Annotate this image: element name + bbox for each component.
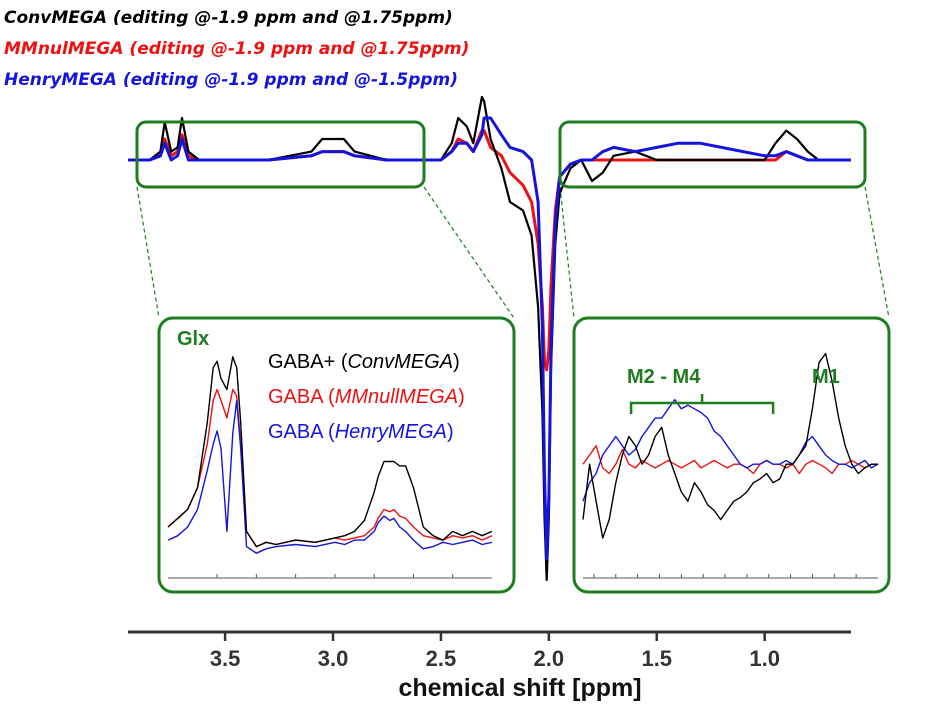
gaba-conv-label: GABA+ (ConvMEGA) bbox=[268, 351, 460, 373]
inset-series-henry bbox=[167, 399, 493, 554]
left-inset-frame bbox=[157, 316, 516, 594]
legend-convmega: ConvMEGA (editing @-1.9 ppm and @1.75ppm… bbox=[4, 8, 453, 28]
m2-m4-bracket bbox=[629, 394, 775, 414]
series-line-convmega bbox=[128, 95, 851, 582]
x-axis-title: chemical shift [ppm] bbox=[398, 674, 641, 702]
gaba-henry-prefix: GABA ( bbox=[268, 421, 335, 443]
gaba-henry-label: GABA (HenryMEGA) bbox=[268, 421, 454, 443]
right-inset-frame bbox=[572, 316, 891, 594]
x-tick-label: 1.0 bbox=[749, 646, 780, 671]
gaba-conv-name: ConvMEGA bbox=[347, 351, 453, 373]
x-tick-label: 3.5 bbox=[210, 646, 241, 671]
x-tick-label: 3.0 bbox=[318, 646, 349, 671]
right-inset-plot bbox=[582, 352, 879, 579]
m1-label: M1 bbox=[812, 366, 840, 388]
gaba-mmnull-prefix: GABA ( bbox=[268, 386, 335, 408]
zoom-connector-line bbox=[559, 186, 575, 319]
gaba-mmnull-name: MMnullMEGA bbox=[335, 386, 458, 408]
inset-series-henry bbox=[582, 398, 879, 502]
zoom-connector-line bbox=[423, 186, 515, 319]
inset-series-mmnull bbox=[167, 388, 493, 548]
main-spectrum-series bbox=[128, 95, 851, 582]
gaba-mmnull-close: ) bbox=[458, 386, 465, 408]
x-tick-label: 2.0 bbox=[534, 646, 565, 671]
inset-series-mmnull bbox=[582, 445, 878, 475]
gaba-henry-close: ) bbox=[447, 421, 454, 443]
upper-left-zoom-frame bbox=[135, 120, 426, 189]
upper-right-zoom-frame bbox=[558, 120, 867, 189]
gaba-conv-close: ) bbox=[453, 351, 460, 373]
inset-series-conv bbox=[582, 352, 878, 539]
zoom-connector-line bbox=[864, 186, 890, 319]
zoom-connector-lines bbox=[136, 186, 890, 319]
m2-m4-label: M2 - M4 bbox=[627, 366, 701, 388]
x-tick-label: 1.5 bbox=[641, 646, 672, 671]
glx-label: Glx bbox=[177, 328, 209, 350]
zoom-connector-line bbox=[136, 186, 160, 319]
legend-mmnulmega: MMnulMEGA (editing @-1.9 ppm and @1.75pp… bbox=[4, 39, 470, 59]
legend-henrymega: HenryMEGA (editing @-1.9 ppm and @-1.5pp… bbox=[4, 70, 459, 90]
left-inset-plot bbox=[167, 356, 493, 579]
gaba-henry-name: HenryMEGA bbox=[335, 421, 447, 443]
x-tick-label: 2.5 bbox=[426, 646, 457, 671]
gaba-mmnull-label: GABA (MMnullMEGA) bbox=[268, 386, 465, 408]
x-axis: 3.5 3.0 2.5 2.0 1.5 1.0 bbox=[128, 630, 851, 671]
gaba-conv-prefix: GABA+ ( bbox=[268, 351, 348, 373]
series-line-mmnulmega bbox=[128, 129, 851, 372]
series-line-henrymega bbox=[128, 116, 851, 561]
inset-series-conv bbox=[167, 356, 493, 548]
